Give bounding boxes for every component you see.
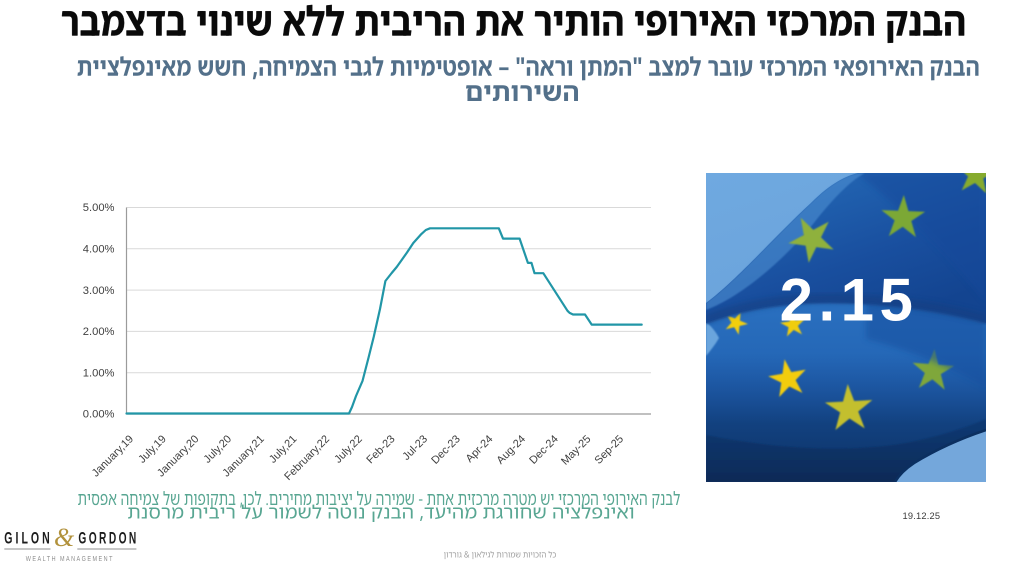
svg-text:&: & [54, 523, 75, 552]
svg-text:GILON: GILON [4, 528, 53, 547]
svg-text:3.00%: 3.00% [83, 285, 115, 297]
svg-text:2.00%: 2.00% [83, 326, 115, 338]
svg-text:1.00%: 1.00% [83, 367, 115, 379]
svg-text:5.00%: 5.00% [83, 202, 115, 214]
svg-text:2.15: 2.15 [780, 267, 919, 334]
svg-text:4.00%: 4.00% [83, 244, 115, 256]
svg-text:WEALTH MANAGEMENT: WEALTH MANAGEMENT [26, 555, 114, 563]
svg-text:0.00%: 0.00% [83, 409, 115, 421]
svg-text:19.12.25: 19.12.25 [903, 511, 941, 521]
svg-text:GORDON: GORDON [78, 528, 138, 547]
